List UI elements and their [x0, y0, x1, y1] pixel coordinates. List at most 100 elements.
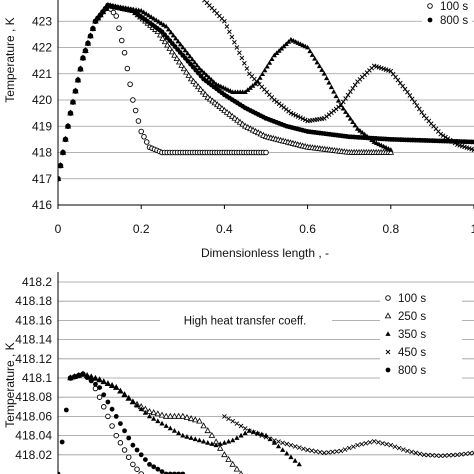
data-point: [80, 55, 86, 61]
data-point: [185, 71, 193, 78]
data-point: [291, 111, 296, 117]
data-point: [222, 18, 227, 24]
data-point: [162, 412, 170, 419]
data-point: [146, 12, 152, 18]
annotation-text: High heat transfer coeff.: [184, 315, 307, 327]
data-point: [267, 436, 273, 442]
data-point: [96, 394, 103, 400]
data-point: [384, 441, 389, 447]
legend-box: [380, 288, 462, 380]
data-point: [216, 444, 224, 451]
data-point: [351, 444, 356, 449]
data-point: [92, 375, 99, 381]
data-point: [313, 449, 319, 454]
data-point: [321, 450, 327, 456]
data-point: [352, 122, 358, 128]
legend-label: 100 s: [440, 1, 468, 13]
data-point: [412, 99, 417, 105]
data-point: [242, 430, 248, 436]
data-point: [242, 60, 247, 66]
data-point: [250, 429, 257, 434]
data-point: [438, 453, 444, 459]
data-point: [121, 392, 128, 397]
data-point: [113, 13, 119, 19]
data-point: [153, 17, 159, 23]
data-point: [142, 410, 148, 415]
data-point: [262, 67, 268, 73]
data-point: [76, 373, 82, 378]
data-point: [180, 65, 188, 72]
series-group: [58, 370, 474, 474]
data-point: [301, 446, 306, 452]
series-800s: [58, 3, 474, 182]
x-axis-label: Dimensionless length , -: [201, 246, 329, 260]
data-point: [168, 29, 174, 35]
data-point: [138, 128, 144, 135]
data-point: [97, 377, 103, 382]
data-point: [187, 53, 193, 59]
data-point: [143, 11, 149, 16]
data-point: [359, 441, 364, 447]
data-point: [271, 440, 277, 445]
data-point: [326, 79, 332, 85]
data-point: [438, 131, 444, 137]
data-point: [163, 423, 169, 428]
data-point: [307, 48, 313, 54]
data-point: [309, 52, 315, 57]
data-point: [346, 445, 352, 451]
data-point: [225, 438, 232, 444]
data-point: [134, 402, 140, 408]
data-point: [300, 116, 306, 122]
y-tick-label: 422: [32, 41, 52, 55]
legend-marker: [427, 3, 433, 9]
data-point: [217, 441, 223, 446]
data-point: [201, 438, 207, 444]
data-point: [88, 33, 93, 39]
data-point: [167, 471, 173, 474]
data-point: [59, 439, 65, 445]
data-point: [234, 435, 240, 440]
data-point: [179, 412, 187, 419]
data-point: [78, 66, 83, 72]
data-point: [295, 114, 301, 119]
data-point: [130, 97, 136, 103]
data-point: [467, 451, 473, 456]
data-point: [156, 18, 162, 24]
y-tick-label: 423: [32, 14, 52, 28]
x-tick-label: 0.2: [133, 222, 150, 236]
data-point: [202, 91, 209, 98]
data-point: [442, 453, 448, 458]
data-point: [471, 147, 474, 153]
data-point: [425, 452, 431, 458]
data-point: [284, 441, 290, 447]
data-point: [161, 22, 167, 27]
data-point: [314, 59, 320, 65]
data-point: [334, 449, 340, 454]
data-point: [155, 466, 161, 472]
legend-label: 250 s: [398, 311, 426, 323]
series-450s: [202, 0, 474, 153]
data-point: [221, 440, 227, 445]
data-point: [405, 89, 410, 95]
data-point: [292, 458, 298, 463]
data-point: [151, 464, 157, 470]
data-point: [338, 448, 344, 454]
data-point: [414, 103, 420, 108]
data-point: [165, 26, 172, 32]
data-point: [182, 47, 188, 53]
data-point: [127, 81, 133, 87]
data-point: [359, 129, 365, 135]
data-point: [189, 56, 195, 62]
data-point: [345, 92, 351, 98]
data-point: [350, 119, 356, 125]
data-point: [413, 450, 419, 456]
legend-marker: [385, 331, 391, 336]
data-point: [199, 67, 205, 73]
data-point: [392, 444, 398, 449]
data-point: [155, 418, 161, 424]
data-point: [242, 426, 248, 431]
x-tick-label: 0.6: [299, 222, 316, 236]
data-point: [124, 65, 131, 72]
data-point: [434, 453, 439, 458]
data-point: [396, 445, 402, 451]
